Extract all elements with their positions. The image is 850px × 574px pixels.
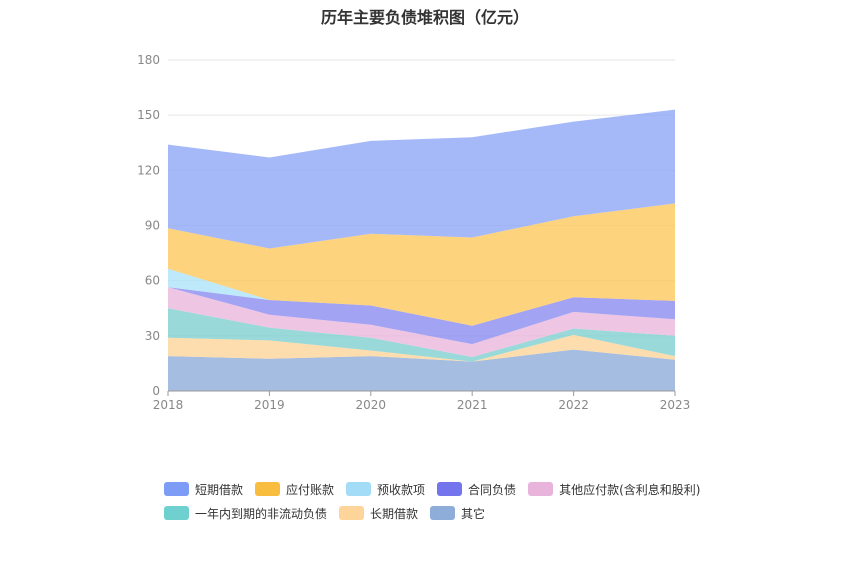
legend-label: 短期借款 (195, 482, 244, 497)
legend-label: 应付账款 (286, 482, 335, 497)
legend-item[interactable]: 合同负债 (437, 481, 516, 498)
legend-swatch (339, 506, 365, 520)
area-其它 (168, 349, 675, 391)
legend-item[interactable]: 应付账款 (255, 481, 334, 498)
legend-item[interactable]: 其他应付款(含利息和股利) (528, 481, 700, 498)
legend: 短期借款 应付账款 预收款项 合同负债 其他应付款(含利息和股利) 一年内到期的… (164, 477, 724, 525)
x-tick-label: 2018 (153, 398, 184, 412)
legend-swatch (255, 482, 281, 496)
legend-label: 合同负债 (468, 482, 517, 497)
x-tick-label: 2019 (254, 398, 285, 412)
y-tick-label: 0 (152, 384, 160, 398)
area-其他应付款(含利息和股利) (168, 287, 675, 357)
x-tick-label: 2022 (558, 398, 589, 412)
area-长期借款 (168, 334, 675, 362)
legend-item[interactable]: 短期借款 (164, 481, 243, 498)
y-tick-label: 120 (137, 163, 160, 177)
axes: 0 30 60 90 120 150 180 2018 2019 2020 2021 2022 2023 (137, 53, 690, 412)
legend-item[interactable]: 预收款项 (346, 481, 425, 498)
legend-label: 长期借款 (370, 506, 419, 521)
legend-swatch (437, 482, 463, 496)
legend-row-1: 短期借款 应付账款 预收款项 合同负债 其他应付款(含利息和股利) (164, 477, 724, 501)
y-tick-label: 60 (145, 274, 160, 288)
chart-title: 历年主要负债堆积图（亿元） (320, 8, 529, 27)
legend-swatch (346, 482, 372, 496)
legend-label: 其它 (461, 506, 486, 521)
legend-label: 预收款项 (377, 482, 426, 497)
x-tick-label: 2021 (457, 398, 488, 412)
legend-swatch (164, 506, 189, 520)
legend-swatch (164, 482, 189, 496)
legend-swatch (528, 482, 554, 496)
area-一年内到期的非流动负债 (168, 308, 675, 362)
legend-item[interactable]: 一年内到期的非流动负债 (164, 505, 327, 522)
legend-label: 其他应付款(含利息和股利) (559, 482, 701, 497)
legend-swatch (430, 506, 456, 520)
legend-item[interactable]: 长期借款 (339, 505, 418, 522)
legend-item[interactable]: 其它 (430, 505, 485, 522)
x-tick-label: 2020 (356, 398, 387, 412)
x-tick-label: 2023 (660, 398, 691, 412)
area-series (168, 109, 675, 391)
y-tick-label: 150 (137, 108, 160, 122)
legend-label: 一年内到期的非流动负债 (195, 506, 328, 521)
area-应付账款 (168, 203, 675, 326)
legend-row-2: 一年内到期的非流动负债 长期借款 其它 (164, 501, 724, 525)
y-tick-label: 90 (145, 219, 160, 233)
y-tick-label: 180 (137, 53, 160, 67)
area-短期借款 (168, 109, 675, 249)
y-tick-label: 30 (145, 329, 160, 343)
